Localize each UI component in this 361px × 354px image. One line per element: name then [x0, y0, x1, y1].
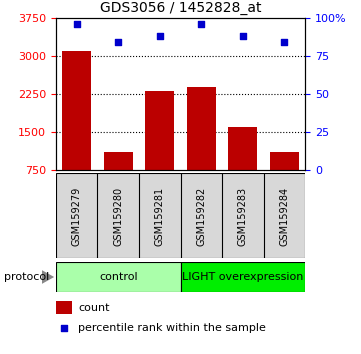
- Polygon shape: [42, 270, 54, 284]
- Text: count: count: [78, 303, 110, 313]
- Bar: [104, 152, 133, 170]
- Bar: [180, 262, 305, 292]
- Bar: [62, 51, 91, 170]
- Bar: [228, 127, 257, 170]
- Text: GSM159284: GSM159284: [279, 186, 289, 246]
- Bar: [56, 262, 180, 292]
- Title: GDS3056 / 1452828_at: GDS3056 / 1452828_at: [100, 1, 261, 15]
- Bar: [187, 87, 216, 170]
- Bar: [56, 301, 72, 314]
- Point: [240, 33, 245, 39]
- Point: [74, 21, 80, 27]
- Point: [157, 33, 162, 39]
- Text: GSM159282: GSM159282: [196, 186, 206, 246]
- Point: [61, 325, 67, 331]
- Text: GSM159280: GSM159280: [113, 186, 123, 246]
- Point: [116, 39, 121, 45]
- Text: GSM159279: GSM159279: [72, 186, 82, 246]
- Text: GSM159283: GSM159283: [238, 186, 248, 246]
- Bar: [145, 91, 174, 170]
- Bar: [270, 152, 299, 170]
- Text: protocol: protocol: [4, 272, 49, 282]
- Text: percentile rank within the sample: percentile rank within the sample: [78, 323, 266, 333]
- Text: LIGHT overexpression: LIGHT overexpression: [182, 272, 304, 282]
- Point: [199, 21, 204, 27]
- Text: GSM159281: GSM159281: [155, 186, 165, 246]
- Point: [282, 39, 287, 45]
- Text: control: control: [99, 272, 138, 282]
